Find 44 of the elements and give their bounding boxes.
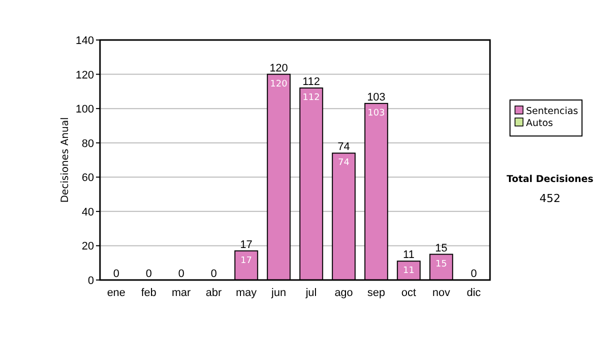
total-label: 0 xyxy=(178,268,184,280)
total-label: 0 xyxy=(113,268,120,280)
x-tick-label: sep xyxy=(367,287,386,299)
x-tick-label: dic xyxy=(466,287,482,299)
total-label: 112 xyxy=(302,76,320,88)
data-label: 103 xyxy=(368,108,385,118)
y-tick-label: 40 xyxy=(82,206,94,218)
x-tick-label: oct xyxy=(401,287,416,299)
y-axis-title: Decisiones Anual xyxy=(60,117,71,203)
x-tick-label: ene xyxy=(107,287,126,299)
data-label: 74 xyxy=(338,158,350,168)
legend-label: Autos xyxy=(526,118,554,129)
legend-label: Sentencias xyxy=(526,106,578,117)
x-tick-label: ago xyxy=(334,287,353,299)
total-label: 103 xyxy=(367,91,386,104)
text: Total Decisiones xyxy=(506,174,594,185)
y-tick-label: 20 xyxy=(82,240,94,253)
total-label: 0 xyxy=(470,268,477,280)
y-tick-label: 120 xyxy=(76,69,94,82)
x-tick-label: mar xyxy=(172,287,192,299)
text: 452 xyxy=(540,192,560,205)
total-label: 17 xyxy=(240,238,252,251)
x-tick-label: feb xyxy=(141,287,156,299)
data-label: 11 xyxy=(403,266,414,276)
data-label: 120 xyxy=(270,79,288,90)
data-label: 112 xyxy=(302,93,320,103)
x-tick-label: jun xyxy=(270,287,286,299)
total-label: 0 xyxy=(146,268,152,280)
total-label: 11 xyxy=(403,249,414,262)
y-tick-label: 0 xyxy=(88,275,94,287)
x-tick-label: may xyxy=(236,287,258,299)
total-label: 74 xyxy=(338,141,350,154)
total-label: 120 xyxy=(270,62,288,74)
data-label: 17 xyxy=(240,256,252,266)
x-tick-label: nov xyxy=(432,287,451,299)
data-label: 15 xyxy=(436,259,447,270)
x-tick-label: jul xyxy=(304,287,317,299)
y-tick-label: 60 xyxy=(82,172,94,184)
total-label: 0 xyxy=(210,268,217,280)
y-tick-label: 100 xyxy=(76,104,94,116)
y-tick-label: 140 xyxy=(76,35,94,47)
y-tick-label: 80 xyxy=(82,138,94,150)
x-tick-label: abr xyxy=(206,287,222,299)
total-label: 15 xyxy=(435,242,448,254)
